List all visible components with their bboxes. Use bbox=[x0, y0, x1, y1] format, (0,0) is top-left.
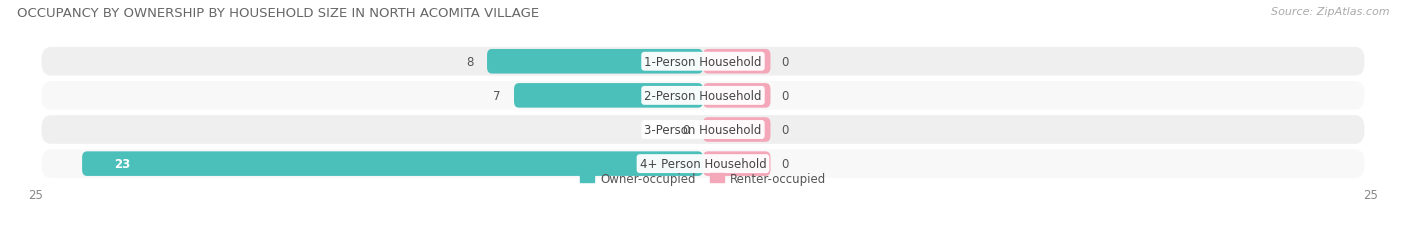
Text: 0: 0 bbox=[782, 89, 789, 102]
FancyBboxPatch shape bbox=[486, 50, 703, 74]
FancyBboxPatch shape bbox=[515, 84, 703, 108]
Text: 25: 25 bbox=[1362, 188, 1378, 201]
Text: 4+ Person Household: 4+ Person Household bbox=[640, 158, 766, 170]
Text: 25: 25 bbox=[28, 188, 44, 201]
Text: 7: 7 bbox=[494, 89, 501, 102]
FancyBboxPatch shape bbox=[42, 82, 1364, 110]
Text: Source: ZipAtlas.com: Source: ZipAtlas.com bbox=[1271, 7, 1389, 17]
FancyBboxPatch shape bbox=[42, 150, 1364, 178]
Text: 3-Person Household: 3-Person Household bbox=[644, 124, 762, 137]
FancyBboxPatch shape bbox=[703, 84, 770, 108]
Text: 1-Person Household: 1-Person Household bbox=[644, 55, 762, 68]
Text: 0: 0 bbox=[782, 124, 789, 137]
FancyBboxPatch shape bbox=[42, 48, 1364, 76]
FancyBboxPatch shape bbox=[703, 152, 770, 176]
Text: 0: 0 bbox=[782, 55, 789, 68]
Text: 23: 23 bbox=[114, 158, 131, 170]
FancyBboxPatch shape bbox=[703, 50, 770, 74]
FancyBboxPatch shape bbox=[42, 116, 1364, 144]
Text: 0: 0 bbox=[782, 158, 789, 170]
Text: 8: 8 bbox=[467, 55, 474, 68]
FancyBboxPatch shape bbox=[703, 118, 770, 142]
FancyBboxPatch shape bbox=[82, 152, 703, 176]
Text: OCCUPANCY BY OWNERSHIP BY HOUSEHOLD SIZE IN NORTH ACOMITA VILLAGE: OCCUPANCY BY OWNERSHIP BY HOUSEHOLD SIZE… bbox=[17, 7, 538, 20]
Text: 2-Person Household: 2-Person Household bbox=[644, 89, 762, 102]
Text: 0: 0 bbox=[682, 124, 689, 137]
Legend: Owner-occupied, Renter-occupied: Owner-occupied, Renter-occupied bbox=[575, 167, 831, 189]
